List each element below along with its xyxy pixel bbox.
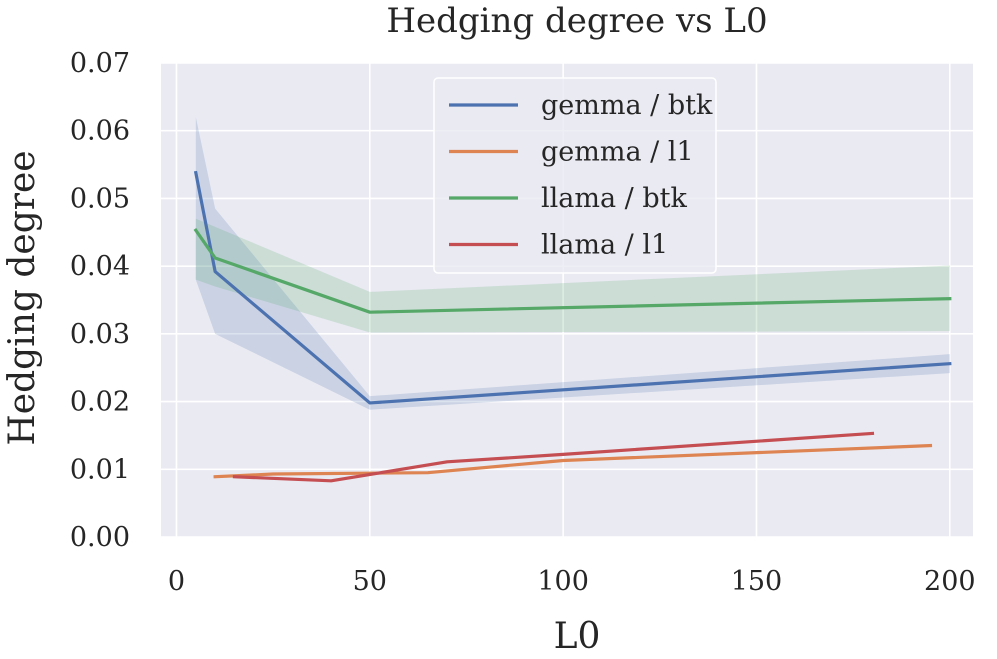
line-llama-btk — [193, 228, 952, 314]
x-axis-label: L0 — [554, 616, 601, 657]
legend-label: gemma / l1 — [541, 137, 694, 168]
y-tick-label: 0.04 — [70, 251, 130, 282]
legend: gemma / btk gemma / l1 llama / btk llama / … — [433, 77, 717, 274]
x-tick-label: 50 — [353, 566, 387, 597]
y-tick-label: 0.03 — [70, 319, 130, 350]
x-tick-label: 0 — [168, 566, 185, 597]
legend-label: gemma / btk — [541, 90, 713, 121]
line-gemma-l1 — [213, 443, 933, 479]
x-tick-label: 150 — [731, 566, 783, 597]
series-lines — [193, 170, 952, 483]
y-tick-labels: 0.00 0.01 0.02 0.03 0.04 0.05 0.06 0.07 — [70, 48, 130, 553]
y-axis-label: Hedging degree — [2, 150, 43, 445]
x-tick-labels: 0 50 100 150 200 — [168, 566, 976, 597]
x-tick-label: 100 — [537, 566, 589, 597]
chart-title: Hedging degree vs L0 — [386, 1, 767, 41]
y-tick-label: 0.02 — [70, 387, 130, 418]
legend-box — [433, 77, 717, 274]
y-tick-label: 0.06 — [70, 116, 130, 147]
y-tick-label: 0.00 — [70, 522, 130, 553]
y-tick-label: 0.07 — [70, 48, 130, 79]
legend-label: llama / btk — [541, 183, 687, 214]
x-tick-label: 200 — [924, 566, 976, 597]
line-gemma-btk — [193, 170, 952, 405]
y-tick-label: 0.05 — [70, 183, 130, 214]
line-llama-l1 — [232, 431, 875, 483]
legend-label: llama / l1 — [541, 230, 668, 261]
y-tick-label: 0.01 — [70, 454, 130, 485]
